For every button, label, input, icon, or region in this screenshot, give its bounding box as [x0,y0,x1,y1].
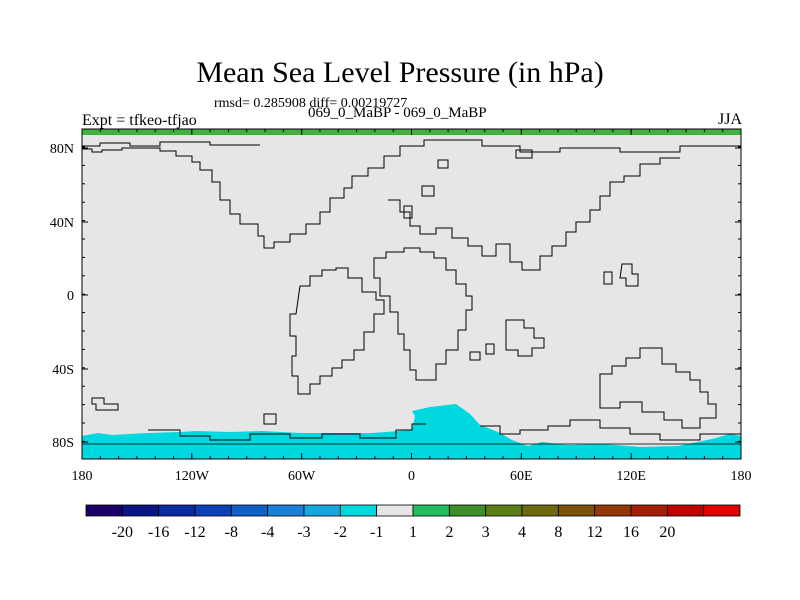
season-label: JJA [717,111,742,128]
longitude-axis: 180 120W 60W 0 60E 120E 180 [72,129,752,484]
colorbar-label: -2 [334,524,347,541]
colorbar-swatch [85,504,123,517]
colorbar-swatch [703,504,741,517]
lat-tick-label: 40N [50,216,74,231]
lat-tick-label: 0 [67,289,74,304]
colorbar-label: -8 [225,524,238,541]
lat-tick-label: 40S [52,363,74,378]
colorbar-label: 1 [409,524,417,541]
colorbar-swatch [121,504,160,517]
colorbar-swatch [267,504,305,517]
latitude-axis: 80N 40N 0 40S 80S [50,142,741,451]
comparison-label: 069_0_MaBP - 069_0_MaBP [308,105,487,121]
map-panel [81,128,742,460]
colorbar-swatch [630,504,668,517]
map-background [82,129,741,459]
lat-tick-label: 80S [52,436,74,451]
colorbar-swatch [230,504,269,517]
lat-tick-label: 80N [50,142,74,157]
colorbar-swatch [194,504,232,517]
experiment-label: Expt = tfkeo-tfjao [82,112,197,129]
colorbar-label: 2 [445,524,453,541]
chart-title: Mean Sea Level Pressure (in hPa) [196,56,604,89]
colorbar-swatch [448,504,487,517]
colorbar-swatch [303,504,341,517]
lon-tick-label: 120E [616,469,646,484]
colorbar-swatch [666,504,705,517]
colorbar-label: 20 [659,524,675,541]
colorbar-label: -20 [112,524,133,541]
colorbar: -20 -16 -12 -8 -4 -3 -2 -1 1 2 3 4 8 12 16 20 [85,504,741,541]
lon-tick-label: 60E [510,469,533,484]
colorbar-swatch [158,504,196,517]
colorbar-swatch [557,504,596,517]
colorbar-label: -4 [261,524,274,541]
colorbar-swatch [376,504,414,517]
colorbar-label: -12 [184,524,205,541]
colorbar-swatch [521,504,559,517]
lon-tick-label: 120W [175,469,210,484]
colorbar-label: 8 [554,524,562,541]
colorbar-swatch [594,504,632,517]
colorbar-swatch [412,504,450,517]
colorbar-label: 12 [587,524,603,541]
colorbar-swatch [485,504,523,517]
colorbar-label: -3 [297,524,310,541]
lon-tick-label: 0 [408,469,415,484]
coastlines [82,139,741,445]
lon-tick-label: 180 [72,469,93,484]
colorbar-swatch [339,504,378,517]
colorbar-label: 3 [482,524,490,541]
colorbar-label: -1 [370,524,383,541]
colorbar-label: -16 [148,524,169,541]
stats-label: rmsd= 0.285908 diff= 0.00219727 [214,96,408,111]
colorbar-label: 4 [518,524,526,541]
lon-tick-label: 60W [288,469,316,484]
lon-tick-label: 180 [731,469,752,484]
colorbar-label: 16 [623,524,639,541]
anomaly-region [82,404,741,459]
